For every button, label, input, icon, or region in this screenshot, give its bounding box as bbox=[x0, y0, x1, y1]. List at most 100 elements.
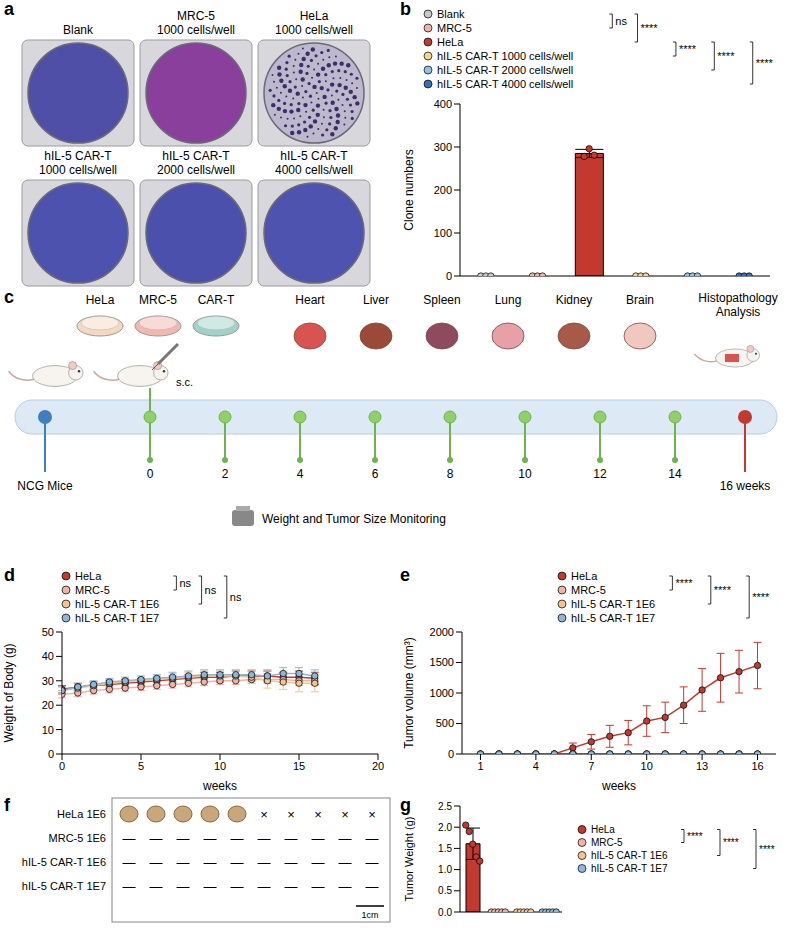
svg-text:—: — bbox=[204, 855, 217, 870]
svg-text:—: — bbox=[285, 879, 298, 894]
svg-text:hIL-5 CAR-T 4000 cells/well: hIL-5 CAR-T 4000 cells/well bbox=[437, 78, 573, 90]
svg-text:—: — bbox=[366, 855, 379, 870]
svg-text:MRC-5: MRC-5 bbox=[139, 293, 177, 307]
svg-text:×: × bbox=[314, 807, 322, 822]
svg-text:weeks: weeks bbox=[202, 779, 237, 792]
svg-text:—: — bbox=[204, 879, 217, 894]
svg-text:1500: 1500 bbox=[430, 656, 454, 668]
svg-text:400: 400 bbox=[434, 98, 452, 110]
svg-text:—: — bbox=[339, 831, 352, 846]
svg-text:MRC-5: MRC-5 bbox=[177, 9, 215, 23]
svg-text:10: 10 bbox=[214, 760, 226, 772]
svg-text:HeLa: HeLa bbox=[86, 293, 115, 307]
svg-text:—: — bbox=[177, 831, 190, 846]
svg-text:—: — bbox=[177, 879, 190, 894]
svg-text:—: — bbox=[258, 855, 271, 870]
svg-text:1.5: 1.5 bbox=[438, 843, 452, 854]
svg-text:Kidney: Kidney bbox=[556, 293, 593, 307]
svg-text:****: **** bbox=[759, 844, 775, 855]
svg-text:—: — bbox=[204, 831, 217, 846]
svg-text:NCG Mice: NCG Mice bbox=[17, 479, 73, 493]
svg-text:4: 4 bbox=[297, 467, 304, 481]
svg-text:f: f bbox=[4, 796, 11, 815]
svg-text:1.0: 1.0 bbox=[438, 864, 452, 875]
svg-text:Clone numbers: Clone numbers bbox=[402, 149, 416, 230]
svg-text:—: — bbox=[366, 831, 379, 846]
svg-text:14: 14 bbox=[668, 467, 682, 481]
svg-text:—: — bbox=[285, 831, 298, 846]
svg-text:hIL-5 CAR-T 1E6: hIL-5 CAR-T 1E6 bbox=[22, 856, 106, 868]
svg-text:20: 20 bbox=[372, 760, 384, 772]
svg-text:—: — bbox=[231, 831, 244, 846]
svg-text:×: × bbox=[341, 807, 349, 822]
svg-text:Analysis: Analysis bbox=[716, 305, 761, 319]
svg-text:Spleen: Spleen bbox=[423, 293, 460, 307]
svg-text:MRC-5 1E6: MRC-5 1E6 bbox=[49, 832, 106, 844]
svg-text:****: **** bbox=[679, 43, 697, 55]
svg-text:2.5: 2.5 bbox=[438, 801, 452, 812]
svg-text:0: 0 bbox=[147, 467, 154, 481]
svg-text:100: 100 bbox=[434, 227, 452, 239]
svg-text:50: 50 bbox=[42, 626, 54, 638]
svg-text:MRC-5: MRC-5 bbox=[571, 584, 606, 596]
svg-text:—: — bbox=[339, 855, 352, 870]
svg-text:—: — bbox=[150, 831, 163, 846]
svg-text:hIL-5 CAR-T: hIL-5 CAR-T bbox=[44, 149, 112, 163]
svg-text:—: — bbox=[123, 831, 136, 846]
svg-text:****: **** bbox=[687, 831, 703, 842]
svg-text:HeLa: HeLa bbox=[571, 570, 598, 582]
svg-text:1cm: 1cm bbox=[361, 910, 378, 920]
svg-text:hIL-5 CAR-T: hIL-5 CAR-T bbox=[162, 149, 230, 163]
svg-text:ns: ns bbox=[179, 577, 191, 589]
svg-text:—: — bbox=[258, 831, 271, 846]
svg-text:s.c.: s.c. bbox=[176, 376, 193, 388]
svg-text:×: × bbox=[260, 807, 268, 822]
svg-text:—: — bbox=[177, 855, 190, 870]
svg-text:—: — bbox=[231, 855, 244, 870]
svg-text:Lung: Lung bbox=[495, 293, 522, 307]
svg-text:hIL-5 CAR-T 1E7: hIL-5 CAR-T 1E7 bbox=[571, 612, 655, 624]
svg-text:Liver: Liver bbox=[363, 293, 389, 307]
svg-text:****: **** bbox=[756, 57, 774, 69]
svg-text:Blank: Blank bbox=[437, 8, 465, 20]
svg-text:Brain: Brain bbox=[626, 293, 654, 307]
svg-text:30: 30 bbox=[42, 675, 54, 687]
svg-text:MRC-5: MRC-5 bbox=[75, 584, 110, 596]
svg-text:5: 5 bbox=[138, 760, 144, 772]
svg-text:200: 200 bbox=[434, 184, 452, 196]
svg-text:0: 0 bbox=[448, 748, 454, 760]
svg-text:13: 13 bbox=[696, 760, 708, 772]
svg-text:****: **** bbox=[675, 577, 693, 589]
svg-text:c: c bbox=[4, 288, 14, 307]
svg-text:—: — bbox=[150, 855, 163, 870]
svg-text:1000: 1000 bbox=[430, 687, 454, 699]
svg-text:weeks: weeks bbox=[601, 779, 636, 792]
svg-text:16: 16 bbox=[751, 760, 763, 772]
svg-text:ns: ns bbox=[230, 591, 242, 603]
svg-text:10: 10 bbox=[42, 724, 54, 736]
svg-text:hIL-5 CAR-T 1E6: hIL-5 CAR-T 1E6 bbox=[591, 850, 668, 861]
svg-text:****: **** bbox=[714, 584, 732, 596]
svg-text:Blank: Blank bbox=[63, 23, 94, 37]
svg-text:Histopathology: Histopathology bbox=[698, 291, 777, 305]
svg-text:10: 10 bbox=[518, 467, 532, 481]
svg-text:Weight and Tumor Size Monitori: Weight and Tumor Size Monitoring bbox=[262, 512, 446, 526]
svg-text:500: 500 bbox=[436, 717, 454, 729]
svg-text:hIL-5 CAR-T 1000 cells/well: hIL-5 CAR-T 1000 cells/well bbox=[437, 50, 573, 62]
svg-text:2: 2 bbox=[222, 467, 229, 481]
svg-text:0.5: 0.5 bbox=[438, 885, 452, 896]
svg-text:hIL-5 CAR-T 1E6: hIL-5 CAR-T 1E6 bbox=[571, 598, 655, 610]
svg-text:1000 cells/well: 1000 cells/well bbox=[39, 163, 117, 177]
svg-text:HeLa: HeLa bbox=[591, 824, 615, 835]
svg-text:0: 0 bbox=[59, 760, 65, 772]
svg-text:MRC-5: MRC-5 bbox=[437, 22, 472, 34]
svg-text:****: **** bbox=[641, 22, 659, 34]
svg-text:hIL-5 CAR-T 1E7: hIL-5 CAR-T 1E7 bbox=[22, 880, 106, 892]
svg-text:—: — bbox=[123, 879, 136, 894]
svg-text:12: 12 bbox=[593, 467, 607, 481]
svg-text:—: — bbox=[258, 879, 271, 894]
svg-text:—: — bbox=[312, 879, 325, 894]
svg-text:×: × bbox=[368, 807, 376, 822]
svg-text:hIL-5 CAR-T: hIL-5 CAR-T bbox=[280, 149, 348, 163]
svg-text:—: — bbox=[366, 879, 379, 894]
